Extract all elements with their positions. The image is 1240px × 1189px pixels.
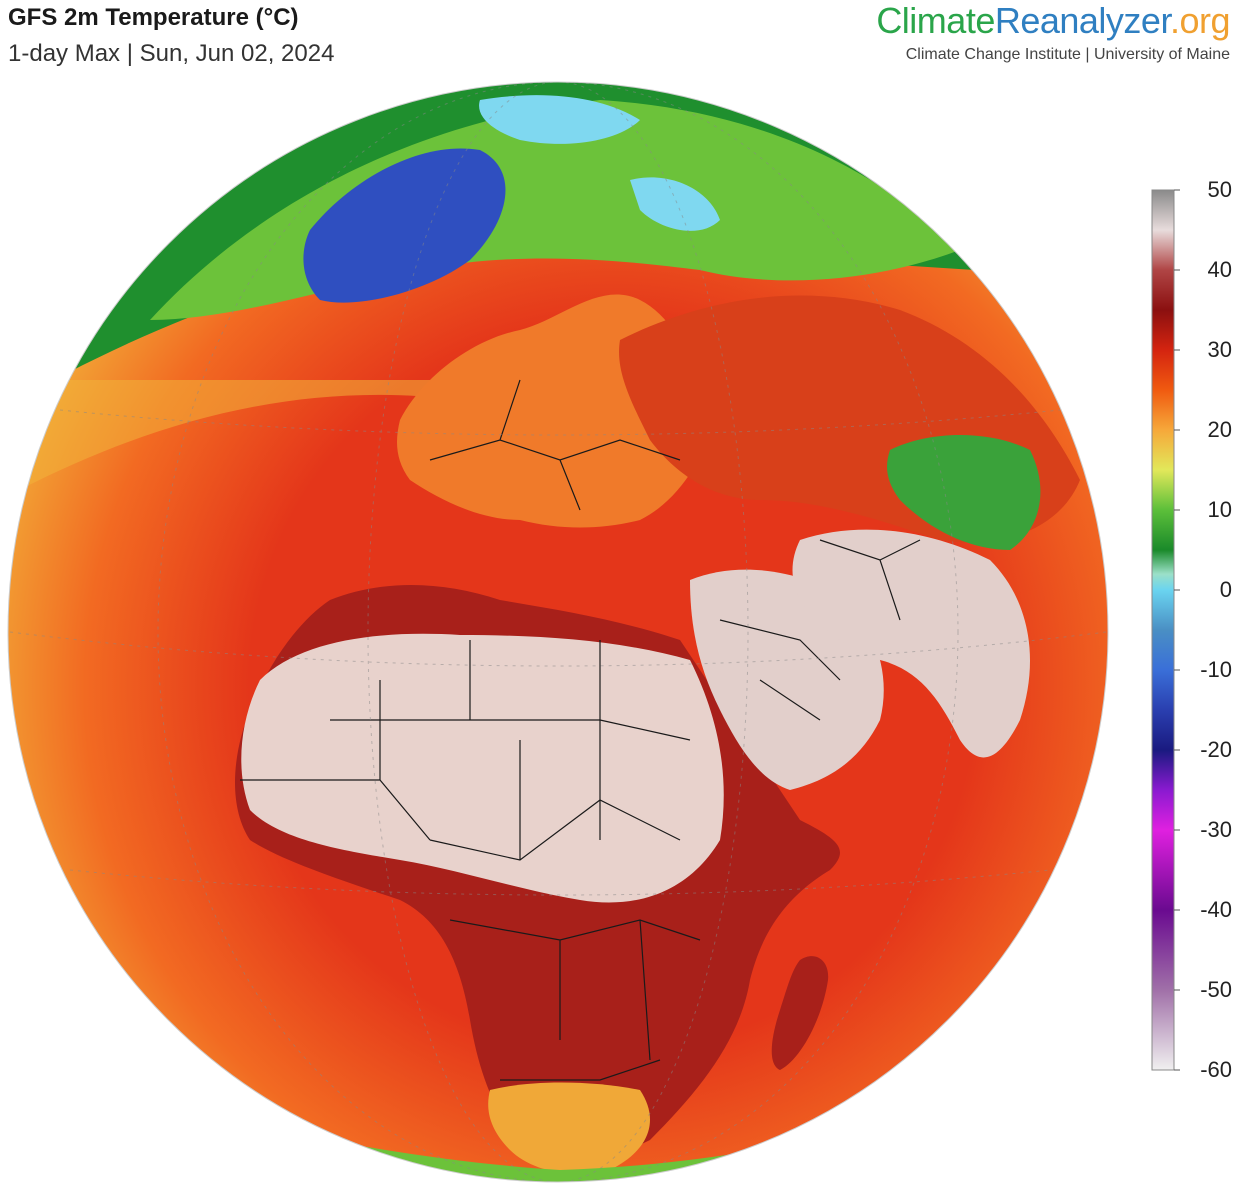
legend-tick-label: -50 <box>1200 977 1232 1002</box>
legend-tick-label: 50 <box>1208 180 1232 202</box>
legend-tick-label: 40 <box>1208 257 1232 282</box>
legend-colorbar <box>1151 189 1175 1071</box>
legend-tick-label: 30 <box>1208 337 1232 362</box>
graticule <box>9 82 1107 1182</box>
legend-tick-label: 10 <box>1208 497 1232 522</box>
legend-tick-label: -40 <box>1200 897 1232 922</box>
legend-tick-label: 0 <box>1220 577 1232 602</box>
legend-tick-label: -10 <box>1200 657 1232 682</box>
brand-part-climate: Climate <box>876 0 995 41</box>
map-title: GFS 2m Temperature (°C) <box>8 4 299 31</box>
globe-map <box>7 81 1109 1183</box>
brand-logo[interactable]: ClimateReanalyzer.org <box>876 0 1230 42</box>
brand-tagline: Climate Change Institute | University of… <box>905 46 1230 63</box>
svalbard-ice <box>479 95 720 231</box>
legend-tick-label: -60 <box>1200 1057 1232 1082</box>
map-subtitle: 1-day Max | Sun, Jun 02, 2024 <box>8 40 335 67</box>
madagascar <box>771 956 829 1070</box>
legend-tick-label: -20 <box>1200 737 1232 762</box>
color-legend: 50 40 30 20 10 0 -10 -20 -30 -40 -50 -60 <box>1151 180 1232 1082</box>
brand-part-org: .org <box>1169 0 1231 41</box>
greenland <box>303 148 506 303</box>
india-iran <box>792 529 1030 758</box>
sahara <box>241 633 724 903</box>
southern-africa <box>488 1082 650 1174</box>
country-borders <box>240 379 921 1081</box>
himalaya <box>887 435 1041 550</box>
brand-part-reanalyzer: Reanalyzer <box>994 0 1171 41</box>
legend-tick-label: -30 <box>1200 817 1232 842</box>
globe-outline <box>7 81 1109 1183</box>
north-atlantic-mild <box>8 380 640 500</box>
legend-tick-label: 20 <box>1208 417 1232 442</box>
